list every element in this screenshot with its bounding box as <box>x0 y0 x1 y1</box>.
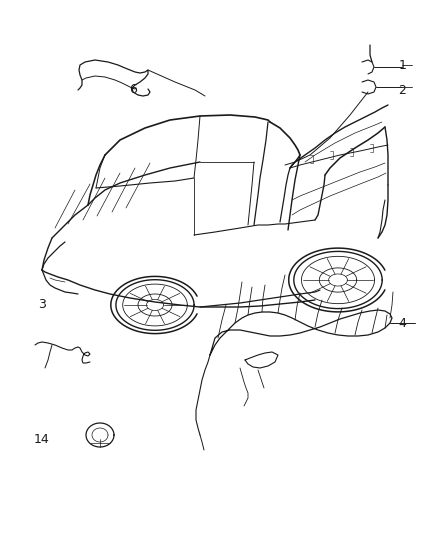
Text: 2: 2 <box>399 84 406 97</box>
Text: 4: 4 <box>399 317 406 330</box>
Text: 6: 6 <box>129 83 137 96</box>
Text: 1: 1 <box>399 59 406 71</box>
Text: 3: 3 <box>39 298 46 311</box>
Text: 14: 14 <box>34 433 50 446</box>
